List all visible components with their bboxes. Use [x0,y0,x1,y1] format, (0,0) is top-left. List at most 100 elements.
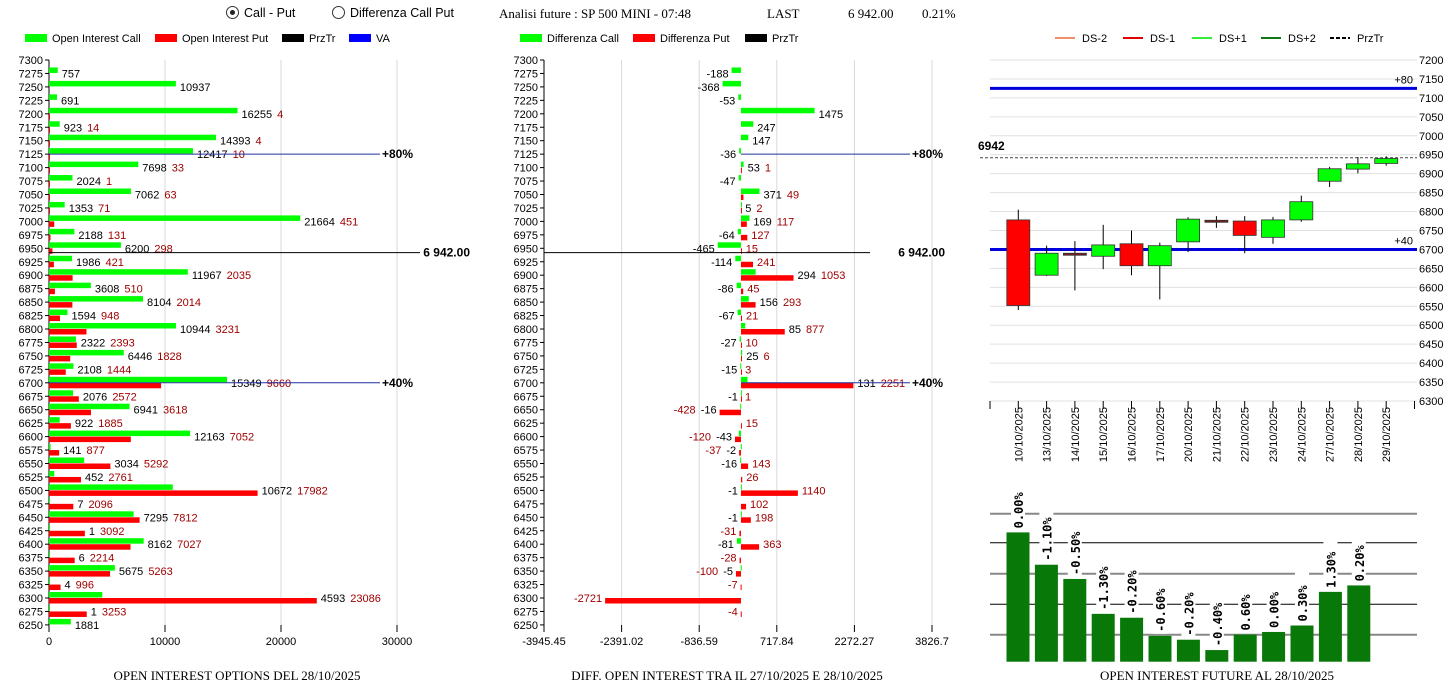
candle-body [1063,252,1087,256]
call-value-label: 85 [789,324,801,336]
legend-label: Open Interest Put [182,33,268,45]
put-value-label: 948 [101,311,119,323]
put-bar [740,221,747,227]
call-value-label: -16 [701,405,717,417]
future-oi-bar [1006,532,1030,662]
call-value-label: 14393 [220,136,251,148]
put-value-label: -428 [674,405,696,417]
y-tick-label: 6650 [1419,263,1443,275]
call-value-label: -1 [728,512,738,524]
y-tick-label: 6550 [19,459,43,471]
y-tick-label: 6700 [19,378,43,390]
call-bar [740,484,742,490]
call-bar [740,390,742,396]
call-value-label: 21664 [304,216,335,228]
put-bar [49,154,50,160]
call-value-label: 3608 [95,284,119,296]
call-value-label: -188 [707,68,729,80]
call-value-label: 2322 [81,337,105,349]
radio-call-put[interactable]: Call - Put [226,6,295,20]
y-tick-label: 6350 [514,566,538,578]
call-value-label: -36 [720,149,736,161]
put-bar [740,355,742,362]
call-value-label: -53 [719,95,735,107]
y-tick-label: 7025 [19,203,43,215]
call-bar [738,94,741,100]
call-bar [739,148,741,154]
y-tick-label: 6575 [514,445,538,457]
y-tick-label: 6950 [1419,150,1443,162]
call-value-label: 169 [753,216,771,228]
y-tick-label: 7250 [514,82,538,94]
y-tick-label: 6850 [514,297,538,309]
y-tick-label: 6425 [19,526,43,538]
put-value-label: 451 [340,216,358,228]
put-bar [49,598,317,604]
future-oi-bar [1233,634,1257,662]
call-bar [740,188,760,194]
put-value-label: 1444 [107,364,131,376]
x-date-label: 27/10/2025 [1325,407,1337,462]
y-tick-label: 6950 [514,243,538,255]
put-value-label: -120 [689,432,711,444]
put-value-label: 363 [763,539,781,551]
x-date-label: 29/10/2025 [1381,407,1393,462]
put-bar [740,234,748,241]
y-tick-label: 6500 [1419,320,1443,332]
put-bar [49,329,87,335]
y-tick-label: 6525 [19,472,43,484]
call-value-label: 147 [752,136,770,148]
call-value-label: 2108 [77,364,101,376]
call-value-label: 1 [89,526,95,538]
x-tick-label: 0 [46,636,52,648]
call-bar [49,578,50,585]
put-bar [49,503,74,510]
put-value-label: 1885 [98,418,122,430]
y-tick-label: 6775 [514,337,538,349]
legend-label: Differenza Call [547,33,619,45]
future-oi-change-label: -1.30% [1097,566,1111,610]
put-value-label: -7 [728,580,738,592]
put-value-label: 102 [750,499,768,511]
put-bar [49,181,50,187]
put-bar [740,207,742,214]
y-tick-label: 7275 [514,68,538,80]
call-value-label: 15349 [231,378,262,390]
y-tick-label: 7300 [514,55,538,67]
put-value-label: 1 [106,176,112,188]
call-value-label: -64 [719,230,735,242]
y-tick-label: 6375 [19,553,43,565]
call-value-label: -67 [719,311,735,323]
future-oi-change-label: 0.60% [1239,594,1253,631]
y-tick-label: 6250 [19,620,43,632]
call-bar [49,215,301,221]
candle-body [1232,220,1257,236]
candle-body [1176,218,1200,243]
put-bar [49,302,73,308]
radio-differenza[interactable]: Differenza Call Put [332,6,454,20]
legend-label: Differenza Put [660,33,730,45]
legend-label: VA [376,33,391,45]
call-bar [49,592,103,598]
future-oi-change-label: 0.20% [1353,545,1367,582]
va-label: +40% [912,376,943,390]
call-value-label: 7295 [144,512,168,524]
put-bar [740,517,751,523]
put-value-label: 49 [787,190,799,202]
y-tick-label: 6475 [514,499,538,511]
put-bar [740,584,742,591]
x-date-label: 15/10/2025 [1098,407,1110,462]
call-bar [740,269,756,275]
put-value-label: 3092 [100,526,124,538]
x-date-label: 23/10/2025 [1268,407,1280,462]
call-value-label: 6446 [128,351,152,363]
candle-body [1289,201,1314,221]
put-value-label: 4 [256,136,262,148]
put-bar [739,557,741,564]
label-background [1011,476,1025,531]
put-bar [740,490,798,496]
put-value-label: 26 [746,472,758,484]
y-tick-label: 6425 [514,526,538,538]
put-bar [740,342,742,348]
radio-call-put-label: Call - Put [244,6,296,20]
